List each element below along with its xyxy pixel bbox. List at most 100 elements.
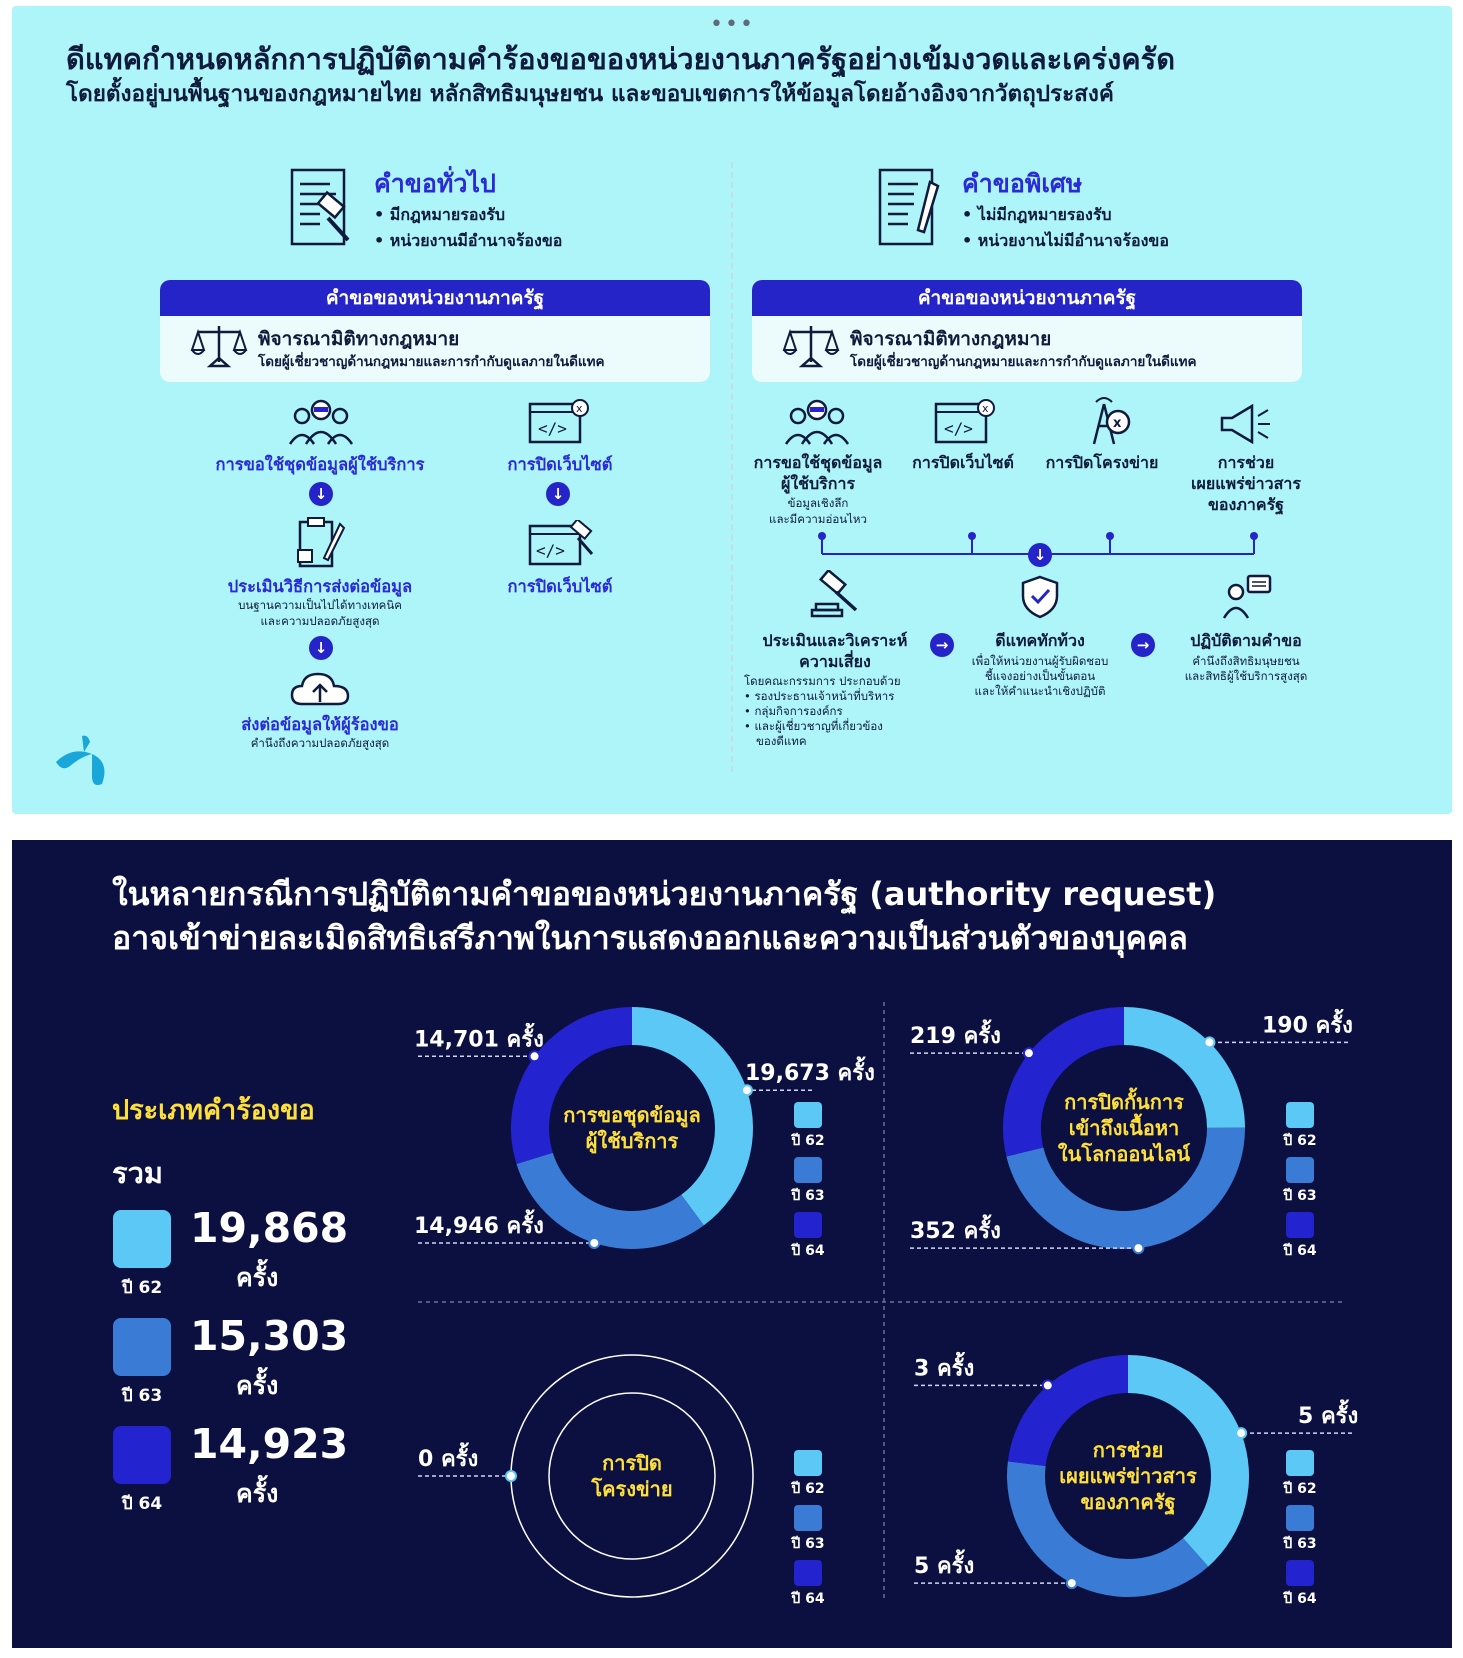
svg-text:x: x [982, 402, 989, 415]
arrow-down-icon: ↓ [309, 482, 333, 506]
website-block-icon: </> x [934, 399, 995, 444]
legend-swatch [794, 1157, 822, 1183]
total-label: รวม [112, 1156, 163, 1190]
donut-center-title: เข้าถึงเนื้อหา [1069, 1113, 1180, 1140]
megaphone-icon [1220, 403, 1270, 444]
dtac-logo-icon [56, 735, 105, 785]
total-year-y63: ปี 63 [121, 1386, 163, 1406]
donut-center-title: การปิด [602, 1451, 662, 1475]
legend-swatch [1286, 1450, 1314, 1476]
legend-swatch [1286, 1102, 1314, 1128]
legend-label: ปี 62 [1282, 1133, 1317, 1149]
website-block-icon: </> x [528, 399, 589, 444]
flow-evaluate-transfer: ประเมินวิธีการส่งต่อข้อมูล [227, 577, 413, 596]
objection-detail-3: และให้คำแนะนำเชิงปฏิบัติ [974, 684, 1106, 698]
legend-label: ปี 64 [1282, 1243, 1317, 1259]
general-request-title: คำขอทั่วไป [374, 169, 496, 198]
person-chat-icon [1222, 574, 1272, 619]
svg-text:</>: </> [536, 541, 565, 560]
general-bullet-1: • มีกฎหมายรองรับ [374, 205, 505, 224]
legend-label: ปี 63 [790, 1188, 825, 1204]
svg-text:x: x [576, 402, 583, 415]
total-swatch-y64 [113, 1426, 171, 1484]
legend-label: ปี 63 [790, 1536, 825, 1552]
request-type-label: ประเภทคำร้องขอ [112, 1095, 315, 1126]
donut-slice [1124, 1007, 1245, 1128]
legend-label: ปี 64 [790, 1591, 825, 1607]
legend-swatch [794, 1102, 822, 1128]
legend-label: ปี 63 [1282, 1188, 1317, 1204]
legal-review-title: พิจารณามิติทางกฎหมาย [850, 328, 1052, 350]
legend-label: ปี 62 [790, 1481, 825, 1497]
donut-center-title: ผู้ใช้บริการ [586, 1129, 679, 1155]
svg-text:x: x [1113, 416, 1122, 431]
statistics-title-line2: อาจเข้าข่ายละเมิดสิทธิเสรีภาพในการแสดงออ… [112, 919, 1188, 957]
menu-dots-icon[interactable]: ••• [710, 12, 755, 37]
legend-swatch [1286, 1505, 1314, 1531]
arrow-down-icon: ↓ [309, 636, 333, 660]
shield-check-icon [1021, 575, 1059, 619]
leader-dot [528, 1050, 541, 1063]
donut-center-title: โครงข่าย [590, 1477, 672, 1501]
flow-special-user-data-sub1: ข้อมูลเชิงลึก [787, 496, 849, 510]
flow-special-user-data-sub2: และมีความอ่อนไหว [769, 512, 867, 526]
leader-dot [1235, 1427, 1248, 1440]
box-header: คำขอของหน่วยงานภาครัฐ [160, 280, 710, 316]
donut-slice [1007, 1355, 1128, 1466]
cloud-upload-icon [290, 672, 350, 706]
legal-review-subtitle: โดยผู้เชี่ยวชาญด้านกฎหมายและการกำกับดูแล… [258, 354, 605, 370]
flow-evaluate-transfer-sub1: บนฐานความเป็นไปได้ทางเทคนิค [238, 598, 402, 612]
svg-text:</>: </> [944, 419, 973, 438]
total-value-y64: 14,923 [190, 1420, 349, 1468]
website-gavel-icon: </> [528, 520, 594, 566]
flow-special-news-line2: เผยแพร่ข่าวสาร [1191, 474, 1301, 493]
donut-empty-outer [510, 1354, 754, 1598]
flow-close-website: การปิดเว็บไซต์ [507, 455, 613, 474]
user-group-icon [288, 399, 354, 445]
network-tower-block-icon: x [1092, 397, 1131, 445]
flow-send-data-sub: คำนึงถึงความปลอดภัยสูงสุด [250, 736, 390, 750]
donut-center-title: การปิดกั้นการ [1064, 1087, 1184, 1114]
flow-close-website-result: การปิดเว็บไซต์ [507, 577, 613, 596]
donut-slice [1002, 1006, 1124, 1157]
special-bullet-1: • ไม่มีกฎหมายรองรับ [962, 205, 1112, 224]
arrow-down-icon: ↓ [1028, 543, 1052, 567]
special-bullet-2: • หน่วยงานไม่มีอำนาจร้องขอ [962, 231, 1169, 250]
total-value-y62: 19,868 [190, 1204, 349, 1252]
risk-detail-2: • รองประธานเจ้าหน้าที่บริหาร [744, 689, 895, 703]
donut-slice [516, 1152, 704, 1249]
legal-review-box-special: คำขอของหน่วยงานภาครัฐ พิจารณามิติทางกฎหม… [752, 280, 1302, 382]
donut-center-title: การช่วย [1093, 1438, 1164, 1462]
legend-label: ปี 63 [1282, 1536, 1317, 1552]
flow-user-data-request: การขอใช้ชุดข้อมูลผู้ใช้บริการ [215, 455, 425, 474]
legend-label: ปี 62 [1282, 1481, 1317, 1497]
flow-dtac-objection: ดีแทคทักท้วง [995, 631, 1085, 650]
data-label: 19,673 ครั้ง [745, 1056, 875, 1086]
total-unit-y64: ครั้ง [236, 1479, 279, 1508]
flow-send-data: ส่งต่อข้อมูลให้ผู้ร้องขอ [241, 715, 399, 734]
user-group-icon [784, 399, 850, 445]
donut-center-title: การขอชุดข้อมูล [563, 1103, 700, 1129]
risk-detail-4: • และผู้เชี่ยวชาญที่เกี่ยวข้อง [744, 719, 883, 733]
svg-text:</>: </> [538, 419, 567, 438]
statistics-title-line1: ในหลายกรณีการปฏิบัติตามคำขอของหน่วยงานภา… [112, 875, 1217, 913]
flow-dtac-objection-details: เพื่อให้หน่วยงานผู้รับผิดชอบ ชี้แจงอย่าง… [950, 654, 1130, 699]
legend-swatch [794, 1212, 822, 1238]
flow-special-close-website: การปิดเว็บไซต์ [912, 453, 1014, 472]
donut-center-title: ในโลกออนไลน์ [1058, 1142, 1191, 1166]
flow-special-user-data: การขอใช้ชุดข้อมูล ผู้ใช้บริการ [740, 452, 896, 494]
leader-dot [740, 1084, 753, 1097]
statistics-title: ในหลายกรณีการปฏิบัติตามคำขอของหน่วยงานภา… [112, 872, 1412, 960]
data-label: 5 ครั้ง [914, 1549, 974, 1579]
leader-dot [588, 1236, 601, 1249]
flow-special-news: การช่วย เผยแพร่ข่าวสาร ของภาครัฐ [1176, 452, 1316, 515]
risk-detail-5: ของดีแทค [756, 734, 807, 748]
objection-detail-2: ชี้แจงอย่างเป็นขั้นตอน [984, 669, 1096, 683]
donut-center-title: เผยแพร่ข่าวสาร [1059, 1464, 1197, 1488]
arrow-down-icon: ↓ [546, 482, 570, 506]
objection-detail-1: เพื่อให้หน่วยงานผู้รับผิดชอบ [971, 654, 1109, 668]
donut-slice [511, 1006, 632, 1164]
legend-swatch [1286, 1212, 1314, 1238]
flow-special-user-data-line1: การขอใช้ชุดข้อมูล [753, 453, 883, 472]
document-gavel-icon [290, 168, 350, 246]
